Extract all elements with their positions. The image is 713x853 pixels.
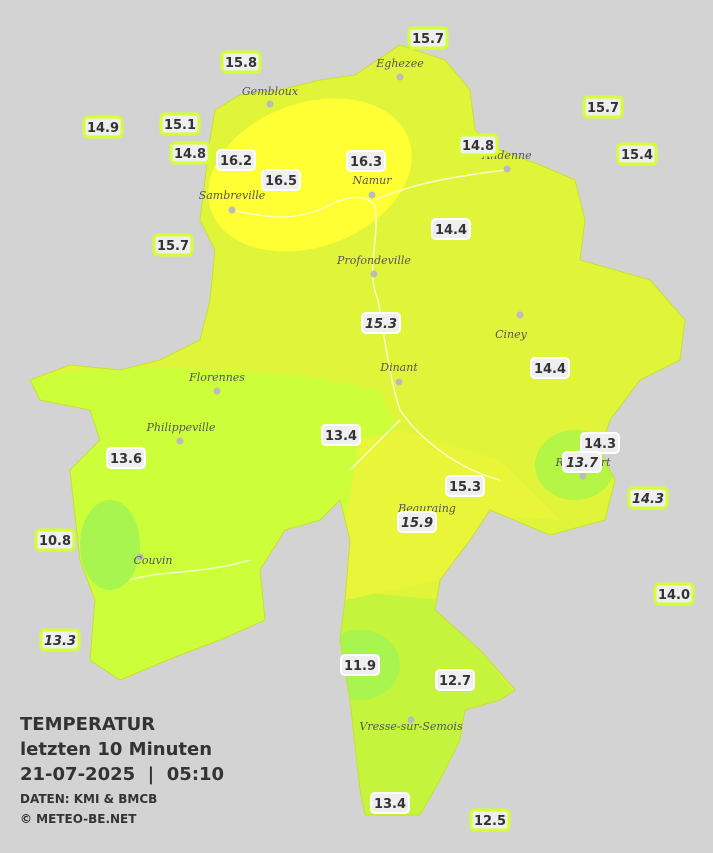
station-value: 14.4 <box>534 362 566 377</box>
station-box <box>159 112 201 136</box>
station-value: 15.8 <box>225 56 257 71</box>
station-box <box>261 169 301 191</box>
station-box <box>346 150 386 172</box>
station-box <box>82 115 124 139</box>
city-label: Couvin <box>134 554 173 567</box>
station-value: 12.5 <box>474 814 506 829</box>
city-dot <box>213 387 221 395</box>
station-value: 14.9 <box>87 121 119 136</box>
city-dot <box>503 165 511 173</box>
city-label: Gembloux <box>242 85 299 98</box>
city-label: Dinant <box>379 361 418 374</box>
station-box <box>34 528 76 552</box>
subtitle: letzten 10 Minuten <box>20 739 212 760</box>
station-value: 15.7 <box>587 101 619 116</box>
station-value: 15.3 <box>365 317 397 332</box>
station-box <box>370 792 410 814</box>
credit: © METEO-BE.NET <box>20 812 137 826</box>
station-value: 13.4 <box>374 797 406 812</box>
city-label: Namur <box>352 174 393 187</box>
station-box <box>582 95 624 119</box>
station-box <box>106 447 146 469</box>
city-label: Eghezee <box>375 57 424 70</box>
city-label: Florennes <box>188 371 245 384</box>
station-box <box>407 26 449 50</box>
station-box <box>616 142 658 166</box>
station-value: 16.5 <box>265 174 297 189</box>
station-box <box>361 312 401 334</box>
station-value: 12.7 <box>439 674 471 689</box>
station-value: 15.9 <box>401 516 433 531</box>
station-box <box>530 357 570 379</box>
city-dot <box>136 553 144 561</box>
station-box <box>445 475 485 497</box>
city-dot <box>395 378 403 386</box>
station-value: 13.3 <box>44 634 76 649</box>
station-value: 16.3 <box>350 155 382 170</box>
station-value: 13.4 <box>325 429 357 444</box>
city-dot <box>579 472 587 480</box>
station-box <box>397 511 437 533</box>
city-label: Philippeville <box>146 421 216 434</box>
station-box <box>562 451 602 473</box>
city-dot <box>396 73 404 81</box>
station-value: 15.7 <box>157 239 189 254</box>
station-value: 14.3 <box>632 492 664 507</box>
station-value: 15.7 <box>412 32 444 47</box>
source: DATEN: KMI & BMCB <box>20 792 157 806</box>
station-value: 13.6 <box>110 452 142 467</box>
station-value: 15.1 <box>164 118 196 133</box>
city-label: Ciney <box>495 328 528 341</box>
station-box <box>435 669 475 691</box>
station-box <box>39 628 81 652</box>
station-box <box>340 654 380 676</box>
station-box <box>653 582 695 606</box>
station-value: 14.0 <box>658 588 690 603</box>
city-dot <box>370 270 378 278</box>
station-box <box>469 808 511 832</box>
city-dot <box>516 311 524 319</box>
station-box <box>321 424 361 446</box>
station-value: 14.3 <box>584 437 616 452</box>
station-value: 14.8 <box>174 147 206 162</box>
station-value: 13.7 <box>566 456 599 471</box>
station-value: 10.8 <box>39 534 71 549</box>
station-value: 14.4 <box>435 223 467 238</box>
station-value: 15.4 <box>621 148 653 163</box>
city-dot <box>176 437 184 445</box>
city-dot <box>228 206 236 214</box>
station-box <box>216 149 256 171</box>
station-box <box>220 50 262 74</box>
station-value: 16.2 <box>220 154 252 169</box>
city-label: Profondeville <box>336 254 411 267</box>
station-box <box>457 133 499 157</box>
city-dot <box>368 191 376 199</box>
station-box <box>627 486 669 510</box>
station-box <box>152 233 194 257</box>
station-box <box>169 141 211 165</box>
title: TEMPERATUR <box>20 714 155 735</box>
station-value: 14.8 <box>462 139 494 154</box>
city-dot <box>266 100 274 108</box>
datetime: 21-07-2025 | 05:10 <box>20 764 224 785</box>
station-value: 11.9 <box>344 659 376 674</box>
city-dot <box>407 716 415 724</box>
city-label: Sambreville <box>199 189 266 202</box>
station-value: 15.3 <box>449 480 481 495</box>
station-box <box>431 218 471 240</box>
city-label: Vresse-sur-Semois <box>359 720 463 733</box>
